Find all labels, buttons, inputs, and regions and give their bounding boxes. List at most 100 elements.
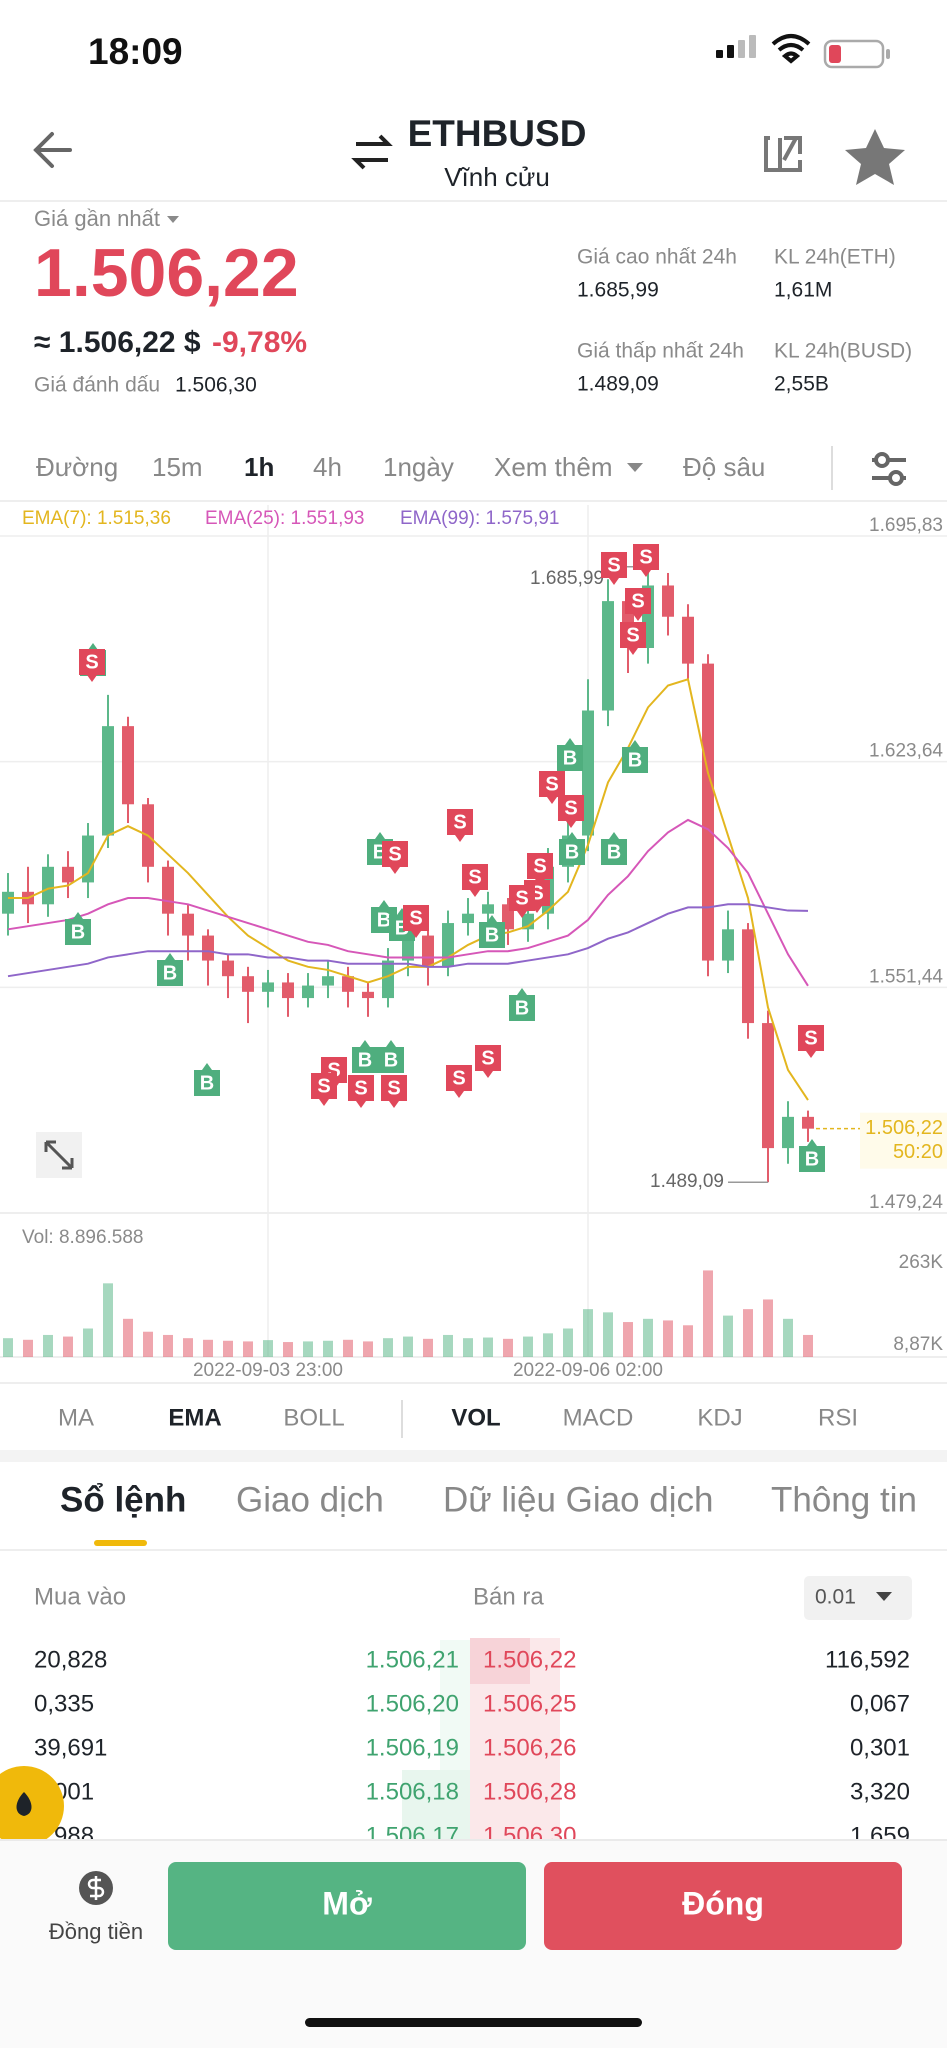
interval-option[interactable]: 1h bbox=[244, 452, 274, 482]
dropdown-arrow bbox=[167, 216, 179, 223]
candle-body bbox=[162, 866, 174, 914]
tab[interactable]: Dữ liệu Giao dịch bbox=[443, 1480, 714, 1519]
tab[interactable]: Sổ lệnh bbox=[60, 1480, 186, 1519]
volume-bar bbox=[623, 1322, 633, 1357]
open-button-label[interactable]: Mở bbox=[322, 1885, 372, 1921]
volume-bar bbox=[403, 1336, 413, 1357]
indicator-option[interactable]: MACD bbox=[563, 1404, 634, 1431]
trade-marker-label: S bbox=[626, 624, 639, 646]
volume-bar bbox=[43, 1334, 53, 1357]
bid-price: 1.506,21 bbox=[366, 1646, 459, 1673]
volume-label: Vol: 8.896.588 bbox=[22, 1227, 144, 1248]
y-tick-label: 1.695,83 bbox=[869, 515, 943, 536]
precision-select[interactable] bbox=[804, 1576, 912, 1620]
candle-body bbox=[422, 935, 434, 967]
close-button-label[interactable]: Đóng bbox=[682, 1885, 764, 1921]
volume-bar bbox=[63, 1336, 73, 1357]
volume-bar bbox=[423, 1338, 433, 1357]
trade-marker-label: S bbox=[452, 1067, 465, 1089]
indicator-option[interactable]: BOLL bbox=[283, 1404, 344, 1431]
candle-body bbox=[602, 601, 614, 711]
trade-marker bbox=[509, 885, 535, 918]
volume-bar bbox=[363, 1341, 373, 1357]
y-tick-label: 1.623,64 bbox=[869, 741, 943, 762]
x-tick-label: 2022-09-06 02:00 bbox=[513, 1360, 663, 1381]
volume-bar bbox=[663, 1320, 673, 1357]
trade-marker bbox=[446, 1065, 472, 1098]
interval-option[interactable]: 4h bbox=[313, 452, 342, 482]
candle-body bbox=[282, 982, 294, 999]
interval-option[interactable]: Xem thêm bbox=[494, 452, 613, 482]
ask-quantity: 3,320 bbox=[850, 1778, 910, 1805]
chart-settings-button[interactable] bbox=[872, 452, 906, 486]
buy-header: Mua vào bbox=[34, 1583, 126, 1610]
back-button[interactable] bbox=[33, 132, 72, 168]
volume-bar bbox=[23, 1339, 33, 1357]
ask-price: 1.506,22 bbox=[483, 1646, 576, 1673]
floating-button[interactable] bbox=[0, 1766, 64, 1846]
tab[interactable]: Giao dịch bbox=[236, 1480, 384, 1519]
volume-bar bbox=[563, 1328, 573, 1357]
candle-body bbox=[582, 710, 594, 836]
trade-marker-label: B bbox=[805, 1148, 819, 1170]
currency-icon[interactable] bbox=[79, 1871, 113, 1905]
candle-body bbox=[42, 866, 54, 905]
stat-value: 1.489,09 bbox=[577, 373, 659, 396]
open-button[interactable] bbox=[168, 1862, 526, 1950]
interval-bar: Đường 15m 1h 4h 1ngày Xem thêm Độ sâu bbox=[36, 452, 765, 482]
bid-quantity: 0,335 bbox=[34, 1690, 94, 1717]
share-button[interactable] bbox=[764, 136, 802, 172]
trade-marker bbox=[799, 1139, 825, 1172]
interval-option[interactable]: 1ngày bbox=[383, 452, 454, 482]
trade-marker-label: S bbox=[453, 811, 466, 833]
trade-marker bbox=[633, 544, 659, 577]
volume-tick-label: 263K bbox=[899, 1252, 944, 1273]
trade-marker-label: B bbox=[485, 924, 499, 946]
trade-marker-label: S bbox=[354, 1077, 367, 1099]
volume-bar bbox=[583, 1309, 593, 1357]
symbol-title: ETHBUSD bbox=[408, 113, 587, 154]
stat-label: Giá cao nhất 24h bbox=[577, 246, 737, 269]
ask-price: 1.506,28 bbox=[483, 1778, 576, 1805]
last-price-label: 1.506,22 bbox=[865, 1117, 943, 1139]
more-arrow bbox=[627, 463, 643, 472]
candle-body bbox=[682, 616, 694, 664]
close-button[interactable] bbox=[544, 1862, 902, 1950]
candle-body bbox=[522, 913, 534, 930]
trade-marker-label: B bbox=[565, 841, 579, 863]
volume-bar bbox=[183, 1338, 193, 1357]
stat-label: KL 24h(ETH) bbox=[774, 246, 896, 269]
stat-value: 1.685,99 bbox=[577, 279, 659, 302]
indicator-option[interactable]: KDJ bbox=[697, 1404, 742, 1431]
candle-body bbox=[462, 913, 474, 924]
indicator-option[interactable]: VOL bbox=[451, 1404, 500, 1431]
signal-icon bbox=[716, 35, 756, 58]
trade-marker-label: B bbox=[163, 962, 177, 984]
indicator-option[interactable]: EMA bbox=[168, 1404, 221, 1431]
trade-marker bbox=[798, 1025, 824, 1058]
trade-marker-label: S bbox=[607, 554, 620, 576]
volume-bar bbox=[803, 1334, 813, 1357]
candle-body bbox=[362, 991, 374, 999]
indicator-option[interactable]: RSI bbox=[818, 1404, 858, 1431]
trade-marker bbox=[381, 1075, 407, 1108]
volume-bar bbox=[223, 1340, 233, 1357]
trade-marker-label: S bbox=[631, 590, 644, 612]
currency-label: Đồng tiền bbox=[49, 1919, 143, 1944]
last-price-label: Giá gần nhất bbox=[34, 206, 160, 231]
last-price-box bbox=[860, 1112, 947, 1169]
candle-body bbox=[802, 1116, 814, 1129]
trade-marker-label: S bbox=[533, 855, 546, 877]
expand-button[interactable] bbox=[36, 1132, 82, 1178]
candle-body bbox=[402, 935, 414, 961]
indicator-option[interactable]: MA bbox=[58, 1404, 94, 1431]
interval-option[interactable]: Đường bbox=[36, 452, 118, 482]
favorite-button[interactable] bbox=[845, 129, 905, 185]
interval-option[interactable]: Độ sâu bbox=[683, 452, 765, 482]
low-label: 1.489,09 bbox=[650, 1171, 724, 1192]
tab[interactable]: Thông tin bbox=[771, 1480, 917, 1519]
candle-body bbox=[222, 960, 234, 977]
swap-icon[interactable] bbox=[351, 134, 393, 170]
interval-option[interactable]: 15m bbox=[152, 452, 203, 482]
